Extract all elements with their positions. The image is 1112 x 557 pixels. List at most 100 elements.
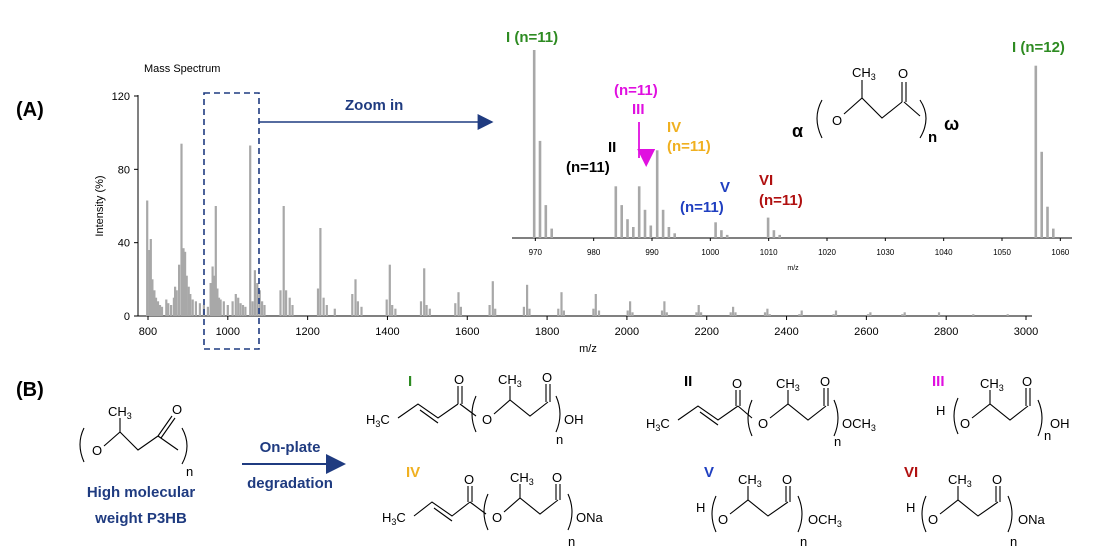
x-tick-label: 2000 bbox=[615, 326, 639, 338]
annotation-III-n: (n=11) bbox=[614, 82, 658, 99]
structure-II-ring-o: O bbox=[758, 416, 768, 431]
spectrum-peak bbox=[626, 310, 629, 316]
spectrum-peak bbox=[216, 288, 219, 316]
structure-II-end: OCH3 bbox=[842, 416, 876, 433]
inset-x-tick-label: 990 bbox=[645, 248, 659, 257]
spectrum-peak bbox=[526, 284, 529, 316]
p3hb-methyl: CH3 bbox=[108, 404, 132, 421]
p3hb-ring-oxygen: O bbox=[92, 443, 102, 458]
spectrum-peak bbox=[629, 301, 632, 316]
spectrum-peak bbox=[798, 314, 801, 316]
structure-I: I H3C O O CH3 O OH n bbox=[366, 370, 584, 447]
inset-peak bbox=[614, 186, 618, 238]
structure-II: II H3C O O CH3 O OCH3 n bbox=[646, 373, 876, 449]
spectrum-peak bbox=[251, 301, 254, 316]
structure-IV-n: n bbox=[568, 534, 575, 549]
spectrum-peak bbox=[800, 310, 803, 316]
structure-III: III H O CH3 O OH n bbox=[932, 373, 1070, 443]
spectrum-peak bbox=[156, 301, 160, 316]
structure-IV-carbonyl-o: O bbox=[464, 472, 474, 487]
spectrum-peak bbox=[494, 308, 497, 316]
y-tick-label: 40 bbox=[118, 238, 130, 250]
spectrum-peak bbox=[249, 145, 252, 316]
structure-II-ester-o: O bbox=[820, 374, 830, 389]
spectrum-peak bbox=[172, 297, 175, 316]
inset-peak bbox=[643, 209, 647, 238]
spectrum-peak bbox=[291, 305, 294, 316]
spectrum-peak bbox=[394, 308, 397, 316]
structure-III-label: III bbox=[932, 373, 945, 390]
inset-x-tick-label: 1050 bbox=[993, 248, 1011, 257]
spectrum-peak bbox=[253, 270, 256, 316]
spectrum-peak bbox=[903, 312, 906, 316]
spectrum-peak bbox=[244, 306, 247, 316]
spectrum-peak bbox=[356, 301, 359, 316]
spectrum-peak bbox=[592, 308, 595, 316]
structure-VI-label: VI bbox=[904, 464, 918, 481]
annotation-I-n11: I (n=11) bbox=[506, 29, 558, 46]
annotation-II-n: (n=11) bbox=[566, 159, 610, 176]
spectrum-peak bbox=[322, 297, 325, 316]
structure-IV-end: ONa bbox=[576, 510, 604, 525]
x-tick-label: 2600 bbox=[854, 326, 878, 338]
spectrum-peak bbox=[234, 294, 237, 316]
structure-III-end: OH bbox=[1050, 416, 1070, 431]
x-tick-label: 2800 bbox=[934, 326, 958, 338]
structure-V-n: n bbox=[800, 534, 807, 549]
spectrum-peak bbox=[219, 299, 222, 316]
spectrum-peak bbox=[491, 281, 494, 316]
structure-II-label: II bbox=[684, 373, 692, 390]
spectrum-peak bbox=[354, 279, 357, 316]
inset-x-tick-label: 1040 bbox=[935, 248, 953, 257]
structure-IV-ester-o: O bbox=[552, 470, 562, 485]
spectrum-peak bbox=[206, 306, 209, 316]
inset-chart-bars bbox=[532, 50, 1055, 238]
y-tick-label: 120 bbox=[112, 91, 130, 103]
spectrum-peak bbox=[351, 294, 354, 316]
spectrum-peak bbox=[198, 303, 201, 316]
structure-V-end: OCH3 bbox=[808, 512, 842, 529]
inset-peak bbox=[649, 225, 653, 238]
spectrum-peak bbox=[316, 288, 320, 316]
inset-peak bbox=[772, 230, 776, 238]
spectrum-peak bbox=[170, 305, 173, 316]
spectrum-peak bbox=[763, 312, 767, 316]
structure-VI-end: ONa bbox=[1018, 512, 1046, 527]
inset-repeat-unit-structure: α O CH3 O n ω bbox=[792, 65, 959, 146]
spectrum-peak bbox=[419, 301, 423, 316]
panel-a-label: (A) bbox=[16, 99, 44, 121]
inset-x-tick-label: 1000 bbox=[701, 248, 719, 257]
inset-peak bbox=[725, 234, 729, 238]
spectrum-peak bbox=[194, 301, 197, 316]
structure-I-end: OH bbox=[564, 412, 584, 427]
zoom-label: Zoom in bbox=[345, 97, 403, 114]
structure-III-n: n bbox=[1044, 428, 1051, 443]
spectrum-peak bbox=[457, 292, 460, 316]
y-tick-label: 80 bbox=[118, 164, 130, 176]
spectrum-peak bbox=[261, 301, 264, 316]
spectrum-peak bbox=[182, 248, 185, 316]
inset-peak bbox=[632, 227, 635, 238]
structure-VI: VI H O CH3 O ONa n bbox=[904, 464, 1046, 549]
spectrum-peak bbox=[385, 299, 388, 316]
spectrum-peak bbox=[423, 268, 426, 316]
main-chart-title: Mass Spectrum bbox=[144, 63, 220, 75]
structure-IV-label: IV bbox=[406, 464, 420, 481]
spectrum-peak bbox=[211, 266, 214, 316]
structure-II-h3c: H3C bbox=[646, 416, 670, 433]
main-y-axis-label: Intensity (%) bbox=[94, 175, 106, 236]
structure-V-h: H bbox=[696, 500, 705, 515]
inset-peak bbox=[544, 205, 548, 238]
main-x-axis-label: m/z bbox=[579, 343, 597, 355]
x-tick-label: 1400 bbox=[375, 326, 399, 338]
spectrum-peak bbox=[866, 314, 870, 316]
inset-peak bbox=[720, 230, 723, 238]
spectrum-peak bbox=[222, 301, 225, 316]
inset-peak bbox=[626, 219, 629, 238]
spectrum-peak bbox=[279, 290, 282, 316]
spectrum-peak bbox=[237, 297, 240, 316]
structure-V-methyl: CH3 bbox=[738, 472, 762, 489]
spectrum-peak bbox=[832, 314, 835, 316]
spectrum-peak bbox=[213, 275, 216, 316]
